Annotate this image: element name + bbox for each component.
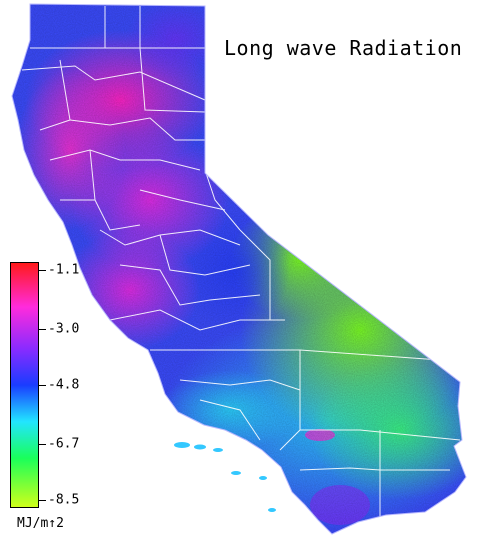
legend-tick-label: -8.5 [48,492,80,508]
legend-tick-label: -3.0 [48,321,80,337]
map-title: Long wave Radiation [224,36,463,60]
county-boundaries [21,6,461,520]
legend-tick-mark [39,444,46,445]
legend-units: MJ/m↑2 [17,516,64,531]
legend-tick-mark [39,500,46,501]
legend-tick-label: -4.8 [48,377,80,393]
legend-tick-mark [39,270,46,271]
legend-tick-mark [39,385,46,386]
channel-islands [174,442,276,512]
legend-tick-mark [39,329,46,330]
legend-tick-label: -1.1 [48,262,80,278]
legend-tick-label: -6.7 [48,436,80,452]
legend-color-bar [10,262,39,508]
